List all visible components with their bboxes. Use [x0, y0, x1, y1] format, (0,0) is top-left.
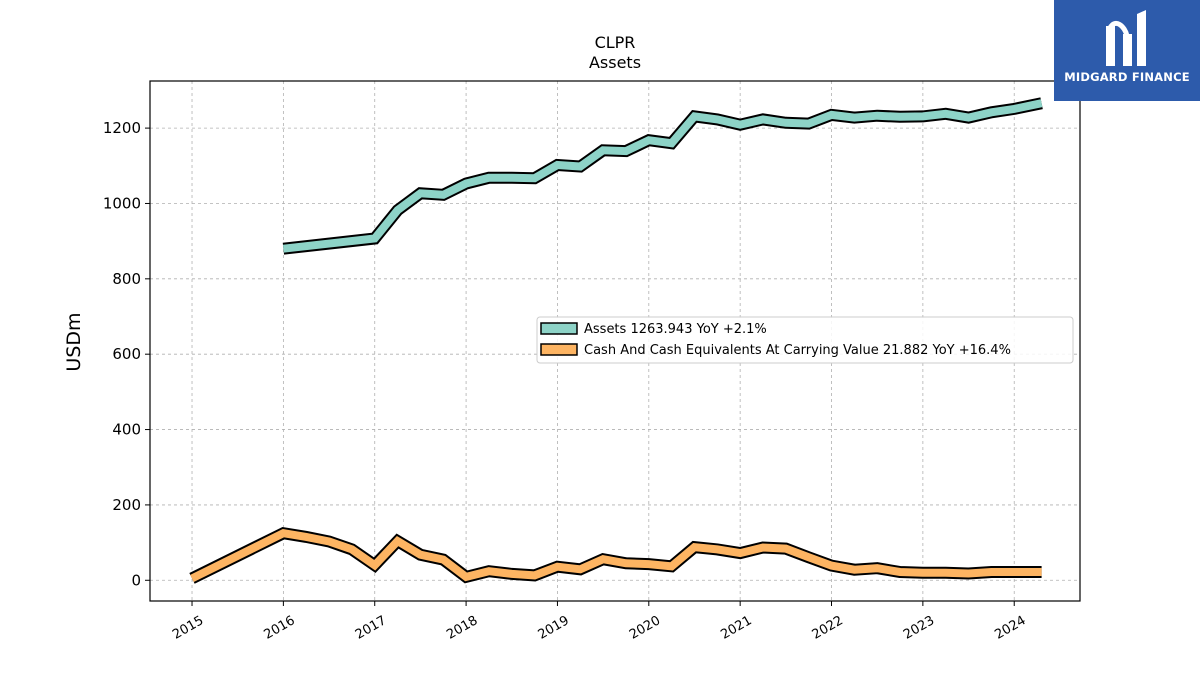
plot-frame [149, 80, 1081, 602]
y-tick-label: 800 [112, 270, 141, 288]
legend-swatch-cash [540, 343, 578, 356]
x-tick-label: 2019 [536, 613, 572, 643]
brand-logo: MIDGARD FINANCE [1054, 0, 1200, 101]
x-tick-label: 2023 [901, 613, 937, 643]
y-axis-label: USDm [63, 312, 85, 371]
midgard-logo-icon [1106, 10, 1146, 66]
series-cash-line [190, 529, 1042, 582]
y-tick-label: 0 [131, 571, 141, 589]
y-tick-label: 1200 [103, 119, 141, 137]
series-layer [189, 97, 1043, 584]
y-tick-label: 200 [112, 496, 141, 514]
legend-label-assets: Assets 1263.943 YoY +2.1% [584, 322, 767, 337]
y-tick-label: 600 [112, 345, 141, 363]
series-assets-line [282, 99, 1043, 253]
x-tick-label: 2018 [444, 613, 480, 643]
x-tick-label: 2016 [262, 613, 298, 643]
x-tick-label: 2024 [992, 613, 1028, 643]
x-tick-label: 2020 [627, 613, 663, 643]
series-assets-outline [282, 97, 1043, 255]
y-tick-label: 1000 [103, 194, 141, 212]
x-tick-label: 2015 [170, 613, 206, 643]
brand-name: MIDGARD FINANCE [1064, 70, 1190, 84]
legend: Assets 1263.943 YoY +2.1% Cash And Cash … [536, 316, 1074, 364]
legend-swatch-assets [540, 322, 578, 335]
y-tick-label: 400 [112, 421, 141, 439]
legend-label-cash: Cash And Cash Equivalents At Carrying Va… [584, 343, 1011, 358]
chart-title: CLPR [595, 33, 636, 52]
x-tick-label: 2021 [718, 613, 754, 643]
chart-subtitle: Assets [589, 53, 641, 72]
x-tick-label: 2017 [353, 613, 389, 643]
legend-box [536, 316, 1074, 364]
x-tick-label: 2022 [810, 613, 846, 643]
